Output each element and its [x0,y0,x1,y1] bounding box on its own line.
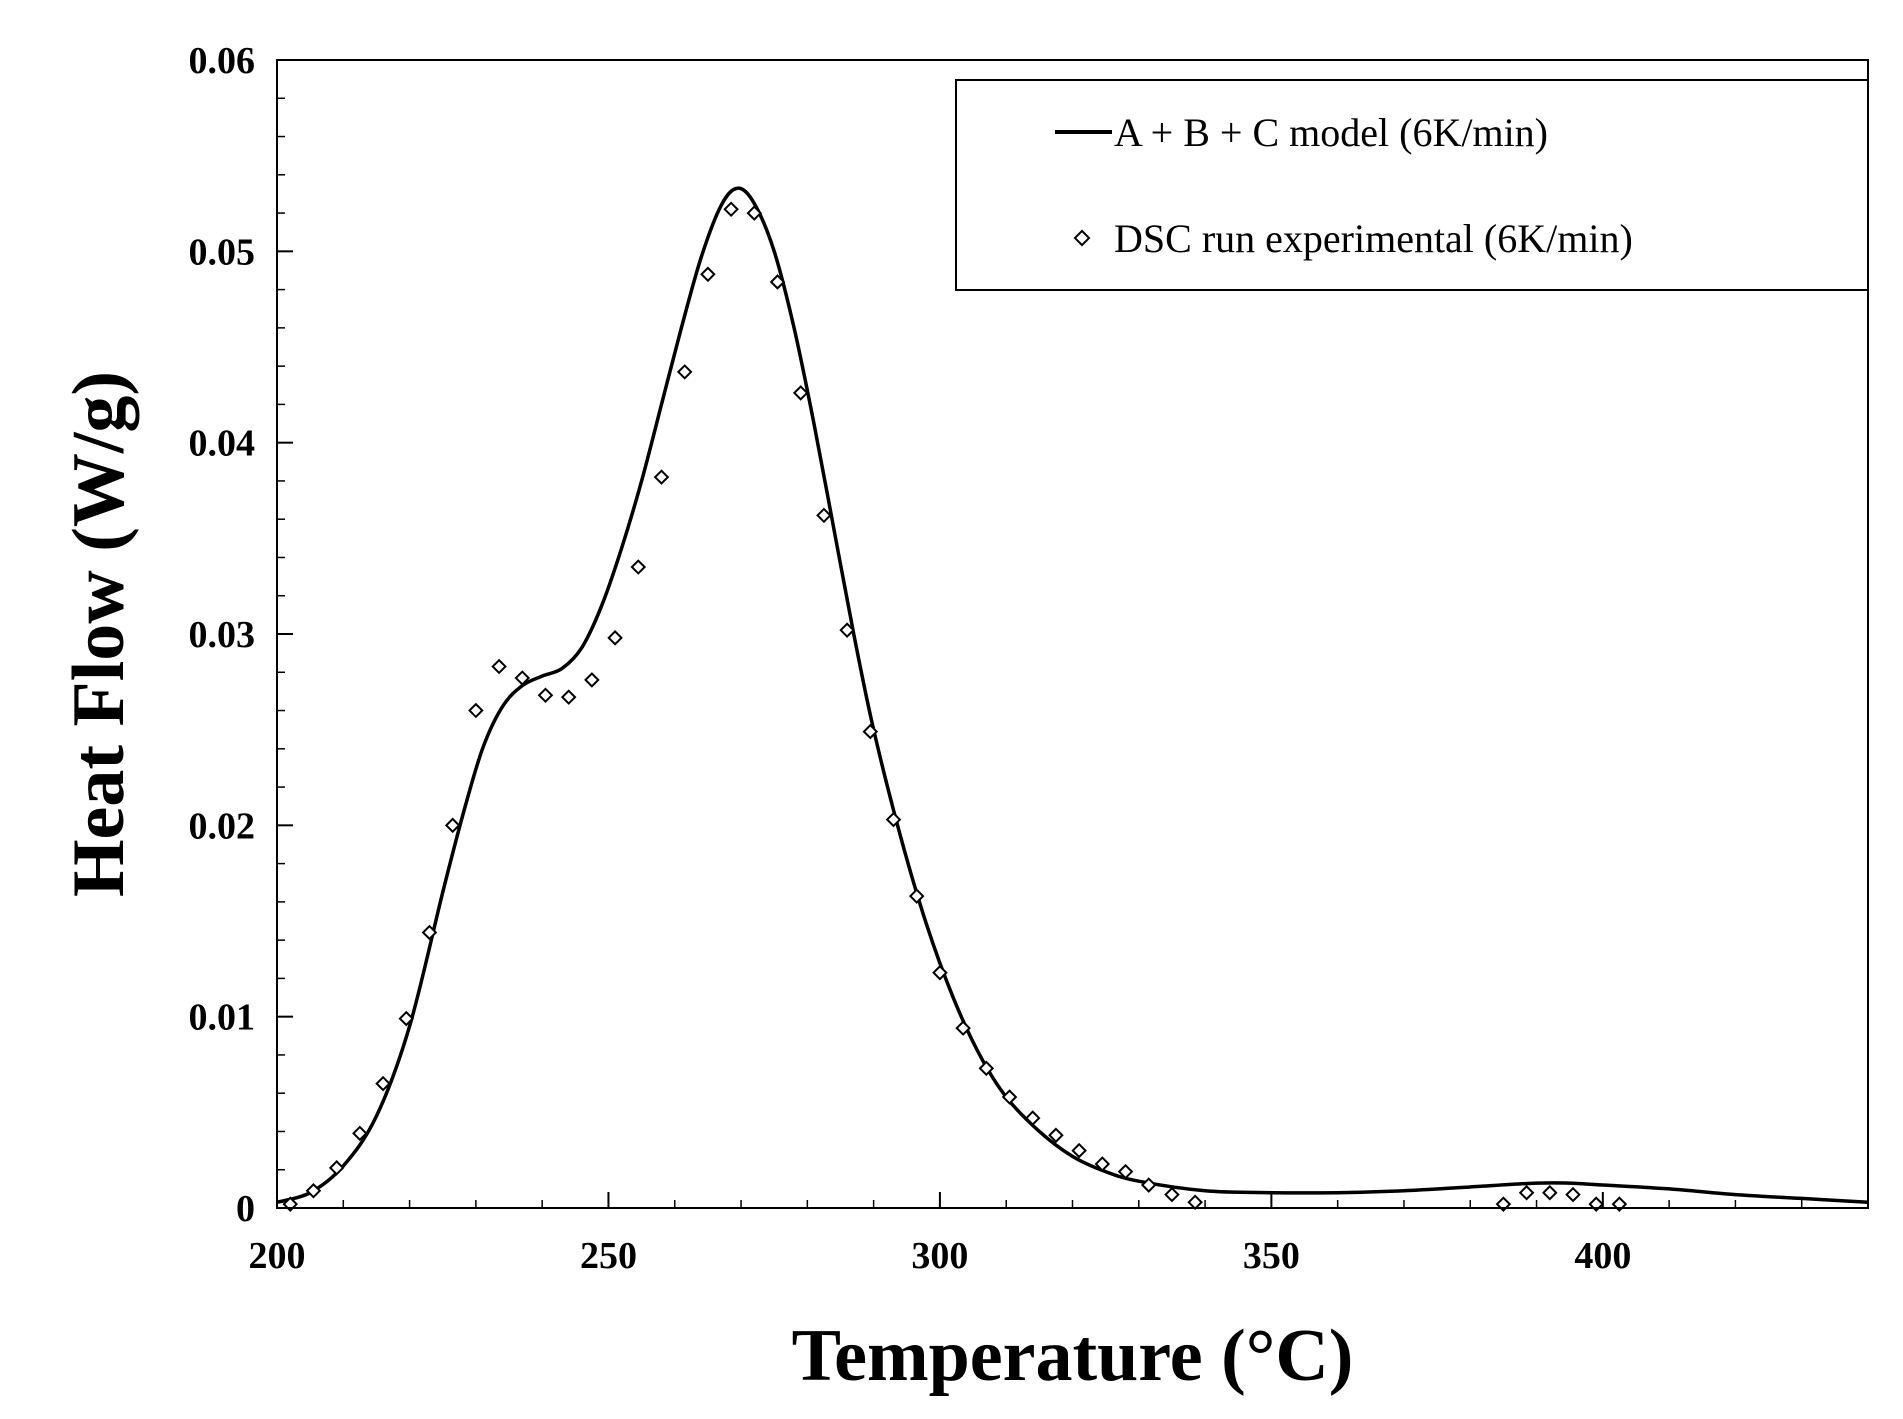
y-tick-label: 0.03 [189,614,256,656]
x-tick-label: 350 [1243,1235,1300,1277]
experimental-data-point [978,1060,995,1077]
experimental-data-point [398,1010,415,1027]
model-series-line [276,186,1869,1205]
experimental-data-point [792,385,809,401]
experimental-data-point [537,687,554,704]
experimental-data-point [700,266,716,283]
experimental-data-point [352,1125,368,1142]
experimental-data-point [444,817,461,834]
experimental-data-point [468,702,484,719]
y-tick-label: 0.01 [189,997,256,1039]
x-tick-labels: 200 250 300 350 400 [249,1235,1632,1277]
experimental-data-point [1024,1110,1041,1126]
series-layer [276,186,1869,1212]
experimental-data-point [560,689,577,705]
experimental-data-point [653,469,670,485]
legend-experimental-marker-sample [1073,229,1091,247]
experimental-data-point [607,630,623,646]
legend: A + B + C model (6K/min) DSC run experim… [955,79,1869,291]
experimental-data-point [1001,1089,1018,1105]
experimental-data-point [421,924,438,941]
experimental-data-point [305,1183,322,1199]
experimental-data-point [1094,1156,1111,1172]
legend-experimental-label: DSC run experimental (6K/min) [1114,216,1633,261]
experimental-data-point [1140,1177,1157,1193]
experimental-data-point [514,670,531,686]
experimental-data-point [1164,1186,1180,1203]
experimental-data-point [375,1075,391,1092]
experimental-data-point [723,201,739,218]
plot-frame [276,59,1869,1209]
y-tick-label: 0 [236,1188,255,1230]
y-axis-title: Heat Flow (W/g) [58,371,140,897]
experimental-data-point [1565,1186,1581,1203]
experimental-data-point [746,205,763,221]
experimental-data-point [932,964,948,981]
experimental-data-point [769,274,786,290]
minor-ticks [277,97,1803,1208]
experimental-data-point [1117,1163,1134,1180]
experimental-data-point [908,888,925,904]
experimental-data-point [328,1160,345,1176]
experimental-data-point [1518,1184,1535,1201]
x-tick-label: 300 [911,1235,968,1277]
experimental-data-point [1187,1194,1203,1211]
x-tick-label: 400 [1574,1235,1631,1277]
legend-model-label: A + B + C model (6K/min) [1114,110,1548,155]
y-tick-label: 0.02 [189,805,256,847]
experimental-data-point [816,507,832,524]
y-tick-label: 0.04 [189,423,256,465]
experimental-data-point [584,672,600,688]
legend-box [955,79,1869,291]
x-tick-label: 200 [249,1235,306,1277]
x-axis-title: Temperature (°C) [792,1315,1354,1397]
y-tick-label: 0.06 [189,40,256,82]
y-tick-label: 0.05 [189,231,256,273]
y-tick-labels: 0 0.01 0.02 0.03 0.04 0.05 0.06 [189,40,256,1230]
experimental-data-point [630,559,647,575]
experimental-data-point [885,811,902,828]
experimental-data-point [1071,1142,1087,1159]
experimental-data-point [676,364,693,380]
experimental-data-point [1542,1184,1558,1201]
experimental-data-point [491,658,507,675]
experimental-data-point [955,1020,971,1036]
x-tick-label: 250 [580,1235,637,1277]
experimental-data-point [839,622,855,638]
experimental-data-point [1048,1127,1064,1144]
experimental-data-point [862,723,879,740]
